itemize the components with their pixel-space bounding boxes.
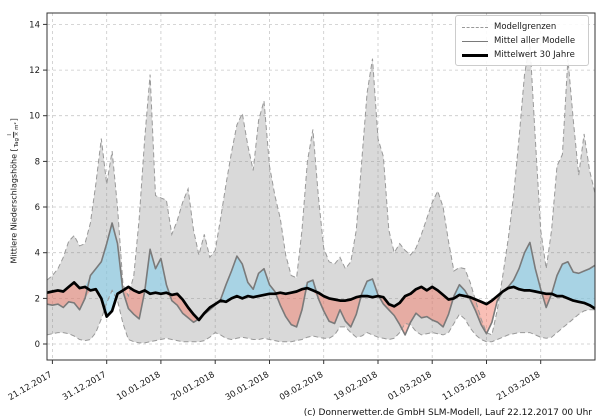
- svg-text:21.12.2017: 21.12.2017: [7, 370, 54, 403]
- unit-denominator: Tag × m²: [14, 122, 21, 148]
- svg-text:8: 8: [35, 157, 40, 167]
- y-axis-label-suffix: ]: [9, 118, 19, 122]
- svg-text:10.01.2018: 10.01.2018: [115, 370, 162, 403]
- svg-text:12: 12: [29, 66, 40, 76]
- legend-label: Mittelwert 30 Jahre: [494, 50, 575, 60]
- svg-text:01.03.2018: 01.03.2018: [387, 370, 434, 403]
- dashed-line-sample-icon: [462, 26, 488, 28]
- legend-label: Modellgrenzen: [494, 22, 557, 32]
- svg-text:30.01.2018: 30.01.2018: [224, 370, 271, 403]
- y-axis-unit-fraction: l Tag × m²: [7, 122, 21, 147]
- svg-text:21.03.2018: 21.03.2018: [495, 370, 542, 403]
- legend-label: Mittel aller Modelle: [494, 36, 576, 46]
- y-axis-label-prefix: Mittlere Niederschlagshöhe [: [9, 148, 19, 264]
- y-axis-label: Mittlere Niederschlagshöhe [l Tag × m²]: [7, 101, 21, 281]
- black-line-sample-icon: [462, 53, 488, 57]
- legend-item-model-mean: Mittel aller Modelle: [462, 34, 582, 48]
- svg-text:09.02.2018: 09.02.2018: [278, 370, 325, 403]
- legend-item-30y-mean: Mittelwert 30 Jahre: [462, 48, 582, 62]
- svg-text:4: 4: [35, 249, 40, 259]
- svg-text:10: 10: [29, 112, 40, 122]
- svg-text:2: 2: [35, 294, 40, 304]
- svg-text:31.12.2017: 31.12.2017: [61, 370, 108, 403]
- svg-text:0: 0: [35, 340, 40, 350]
- legend-item-model-bounds: Modellgrenzen: [462, 20, 582, 34]
- copyright-caption: (c) Donnerwetter.de GmbH SLM-Modell, Lau…: [303, 408, 592, 418]
- svg-text:14: 14: [29, 20, 40, 30]
- svg-text:11.03.2018: 11.03.2018: [441, 370, 488, 403]
- svg-text:19.02.2018: 19.02.2018: [332, 370, 379, 403]
- svg-text:6: 6: [35, 203, 40, 213]
- svg-text:20.01.2018: 20.01.2018: [170, 370, 217, 403]
- gray-line-sample-icon: [462, 40, 488, 42]
- chart-legend: Modellgrenzen Mittel aller Modelle Mitte…: [455, 15, 589, 66]
